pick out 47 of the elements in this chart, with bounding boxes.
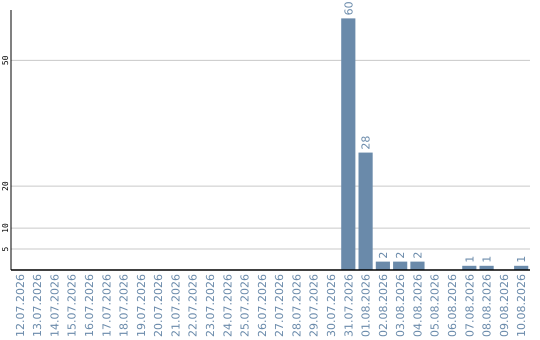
y-tick-label: 5	[1, 246, 10, 252]
x-tick-label: 21.07.2026	[169, 274, 182, 337]
data-label: 1	[463, 256, 476, 263]
x-tick-label: 15.07.2026	[66, 274, 79, 337]
y-tick-label: 10	[1, 223, 10, 233]
bar	[358, 152, 373, 270]
x-tick-label: 22.07.2026	[186, 274, 200, 337]
bar	[410, 262, 425, 270]
x-tick-label: 02.08.2026	[376, 274, 390, 337]
x-tick-label: 07.08.2026	[463, 274, 476, 337]
y-tick-label: 50	[1, 55, 10, 66]
data-label: 2	[376, 252, 390, 259]
data-label: 2	[411, 252, 424, 259]
x-tick-label: 29.07.2026	[308, 274, 321, 337]
x-tick-label: 20.07.2026	[152, 274, 166, 337]
data-label: 1	[515, 256, 528, 263]
x-tick-label: 31.07.2026	[342, 274, 356, 337]
x-tick-label: 05.08.2026	[428, 274, 442, 337]
x-tick-label: 04.08.2026	[411, 274, 424, 337]
x-tick-label: 16.07.2026	[82, 274, 96, 337]
x-tick-label: 08.08.2026	[480, 274, 494, 337]
x-tick-label: 26.07.2026	[256, 274, 269, 337]
x-tick-label: 19.07.2026	[134, 274, 148, 337]
x-tick-label: 28.07.2026	[290, 274, 304, 337]
x-tick-label: 30.07.2026	[325, 274, 338, 337]
x-tick-label: 18.07.2026	[118, 274, 131, 337]
x-tick-label: 14.07.2026	[48, 274, 62, 337]
data-label: 2	[394, 252, 408, 259]
x-tick-label: 12.07.2026	[14, 274, 27, 337]
x-tick-label: 09.08.2026	[498, 274, 511, 337]
x-tick-label: 10.08.2026	[515, 274, 528, 337]
x-tick-label: 27.07.2026	[273, 274, 286, 337]
bar	[341, 18, 356, 270]
bar	[393, 262, 408, 270]
y-tick-label: 20	[1, 181, 10, 191]
x-tick-label: 01.08.2026	[360, 274, 373, 337]
x-tick-label: 13.07.2026	[31, 274, 44, 337]
x-tick-label: 03.08.2026	[394, 274, 408, 337]
data-label: 1	[480, 256, 494, 263]
data-label: 28	[360, 136, 373, 150]
x-tick-label: 17.07.2026	[100, 274, 114, 337]
x-tick-label: 23.07.2026	[204, 274, 217, 337]
data-label: 60	[342, 1, 356, 16]
x-tick-label: 25.07.2026	[238, 274, 252, 337]
bar	[376, 262, 390, 270]
x-tick-label: 06.08.2026	[446, 274, 460, 337]
x-tick-label: 24.07.2026	[221, 274, 234, 337]
